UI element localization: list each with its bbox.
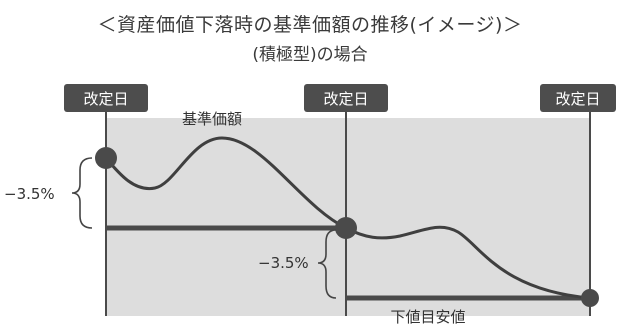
start-point (95, 147, 117, 169)
nav-label: 基準価額 (182, 110, 242, 128)
revision-tag-2: 改定日 (304, 84, 388, 112)
brace-2 (317, 229, 337, 299)
svg-text:改定日: 改定日 (555, 90, 600, 108)
brace-1 (71, 157, 93, 229)
diagram-subtitle: (積極型)の場合 (252, 45, 368, 65)
drop-label-2: −3.5% (258, 254, 309, 272)
svg-text:改定日: 改定日 (323, 90, 368, 108)
revision-tag-3: 改定日 (540, 84, 616, 112)
revision-point (335, 217, 357, 239)
end-point (581, 289, 599, 307)
floor-label: 下値目安値 (390, 308, 465, 326)
drop-label-1: −3.5% (4, 185, 55, 203)
revision-tag-1: 改定日 (64, 84, 148, 112)
diagram-title: ＜資産価値下落時の基準価額の推移(イメージ)＞ (97, 14, 523, 36)
period-shade (106, 118, 590, 316)
svg-text:改定日: 改定日 (83, 90, 128, 108)
